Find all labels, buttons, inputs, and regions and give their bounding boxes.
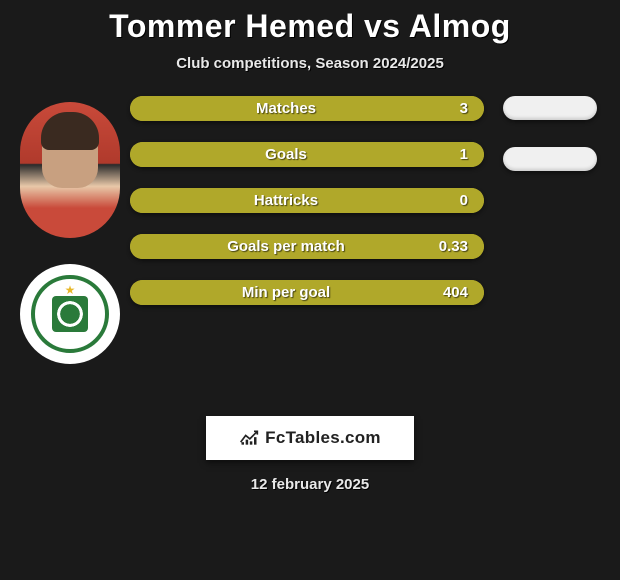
stat-value: 1 [436, 146, 484, 163]
stat-bar: Hattricks0 [130, 188, 484, 213]
chart-icon [239, 430, 259, 446]
left-column: ★ [10, 96, 130, 364]
stat-value: 0 [436, 192, 484, 209]
page-subtitle: Club competitions, Season 2024/2025 [176, 55, 444, 72]
stat-bar: Goals per match0.33 [130, 234, 484, 259]
stat-value: 404 [436, 284, 484, 301]
stat-label: Min per goal [130, 284, 436, 301]
comparison-pill [503, 147, 597, 171]
stat-label: Hattricks [130, 192, 436, 209]
footer: FcTables.com 12 february 2025 [206, 416, 414, 493]
stat-label: Goals [130, 146, 436, 163]
stats-bars: Matches3Goals1Hattricks0Goals per match0… [130, 96, 490, 364]
club-badge-center [52, 296, 88, 332]
stat-bar: Matches3 [130, 96, 484, 121]
right-column [490, 96, 610, 364]
stat-bar: Goals1 [130, 142, 484, 167]
club-badge-ring: ★ [31, 275, 109, 353]
brand-box: FcTables.com [206, 416, 414, 460]
page-container: Tommer Hemed vs Almog Club competitions,… [0, 0, 620, 580]
stat-label: Goals per match [130, 238, 436, 255]
star-icon: ★ [65, 283, 76, 297]
stat-label: Matches [130, 100, 436, 117]
page-title: Tommer Hemed vs Almog [109, 8, 511, 45]
content-row: ★ Matches3 Goals1 Hattricks0 Goals per matc… [0, 96, 620, 364]
stat-value: 3 [436, 100, 484, 117]
brand-text: FcTables.com [265, 428, 381, 448]
player-photo [20, 102, 120, 238]
footer-date: 12 february 2025 [251, 476, 369, 493]
club-badge: ★ [20, 264, 120, 364]
stat-bar: Min per goal404 [130, 280, 484, 305]
comparison-pill [503, 96, 597, 120]
stat-value: 0.33 [436, 238, 484, 255]
